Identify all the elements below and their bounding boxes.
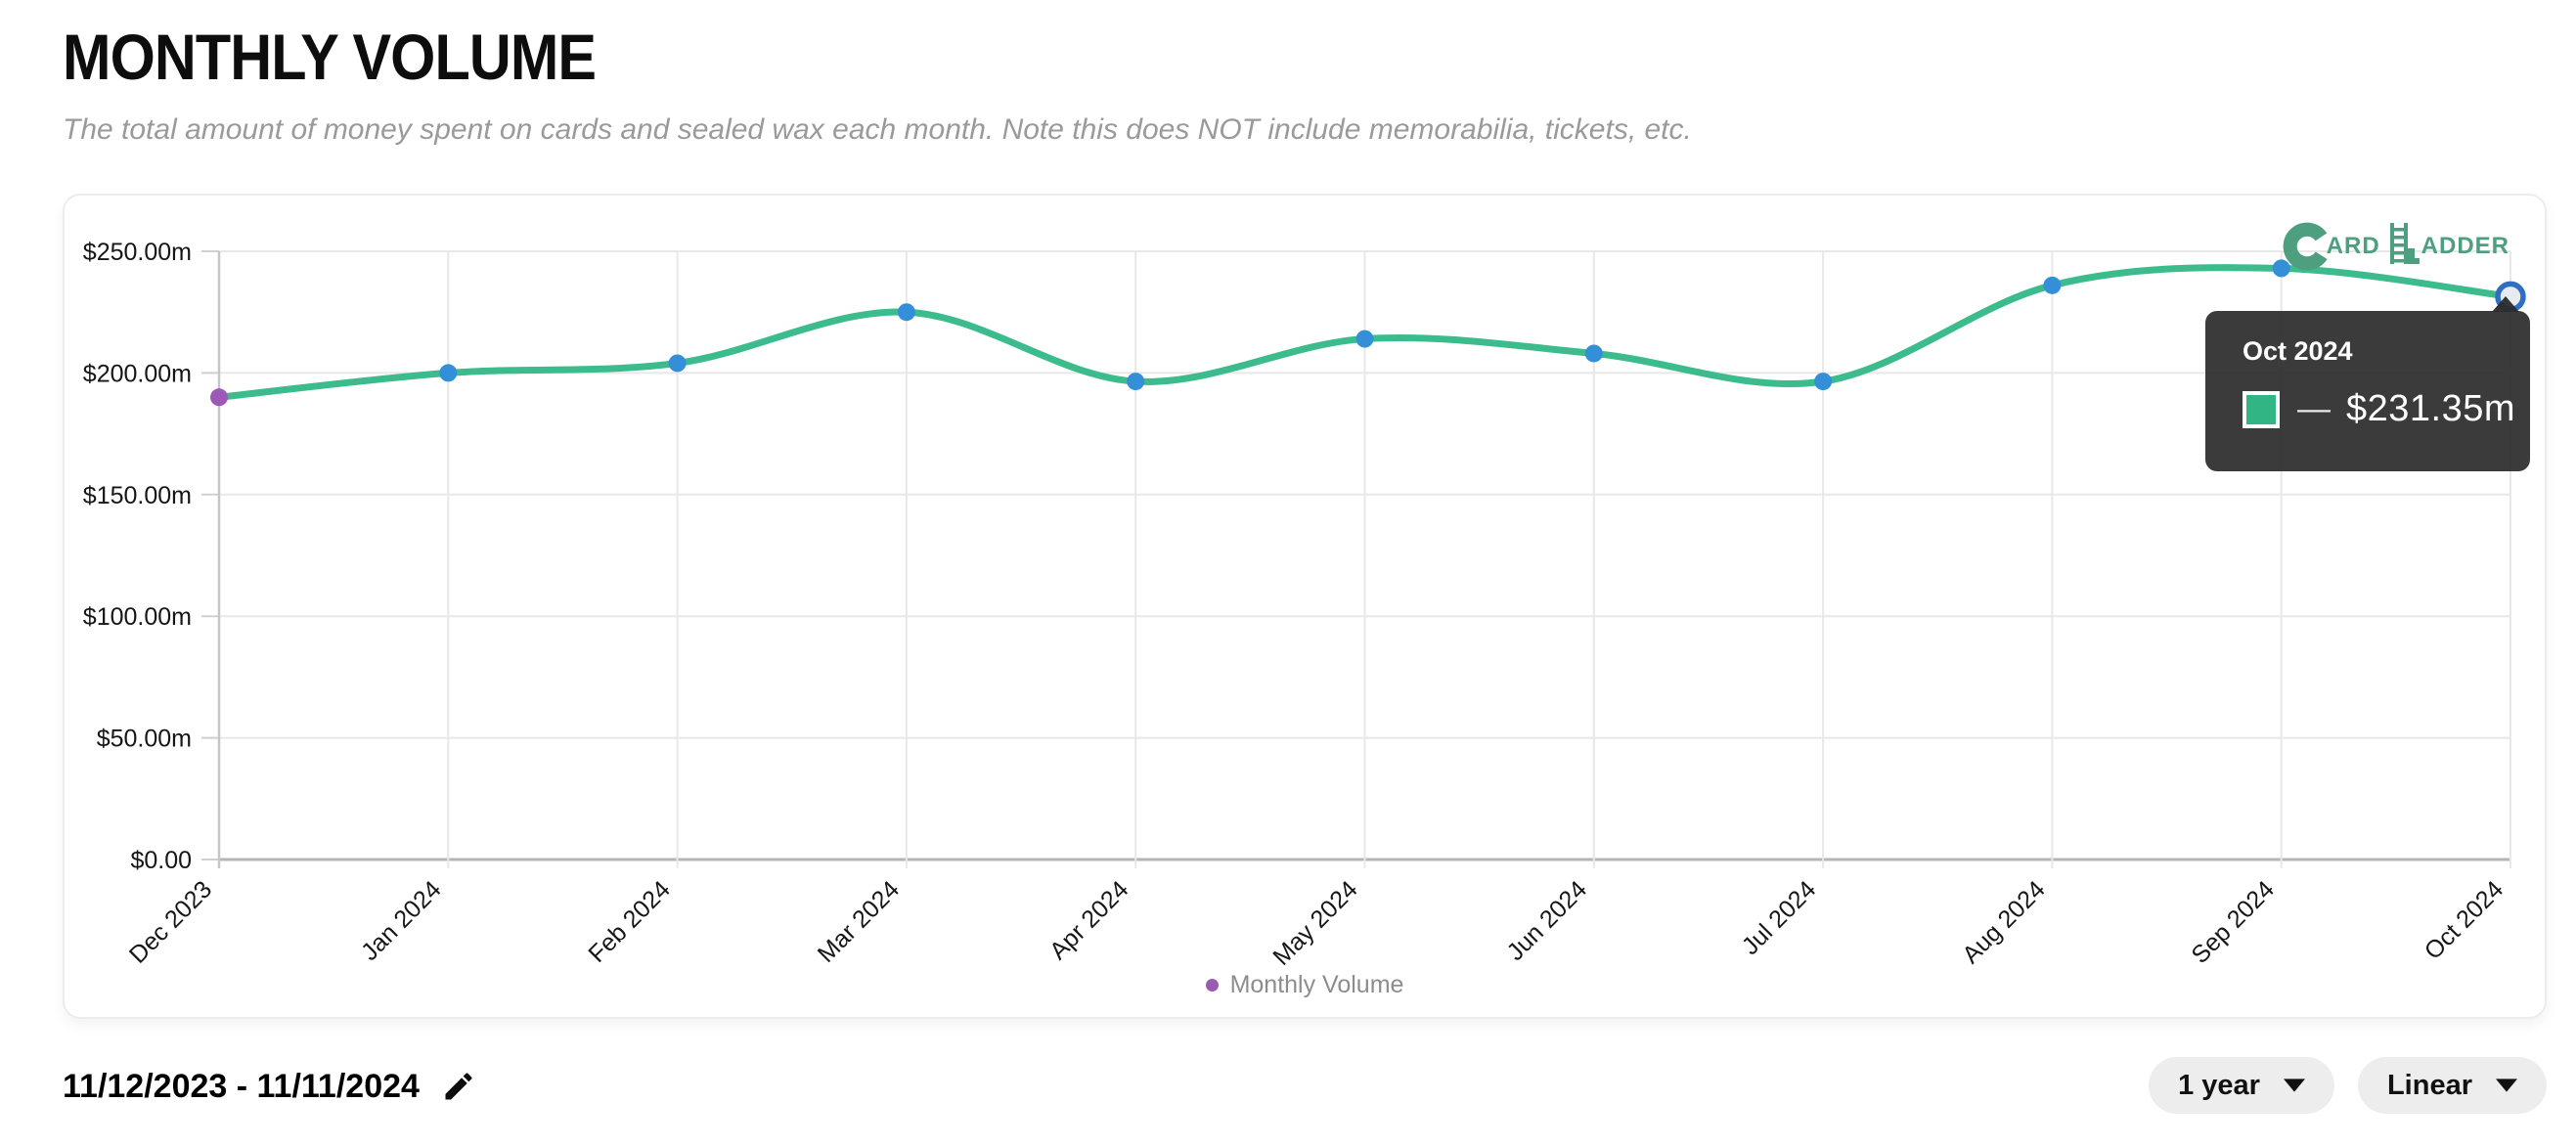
x-tick-label: Sep 2024 [2186,875,2280,969]
data-point[interactable] [668,354,687,373]
y-tick-label: $250.00m [83,239,192,266]
x-tick-label: May 2024 [1267,875,1363,971]
date-range-text: 11/12/2023 - 11/11/2024 [63,1067,420,1105]
scale-dropdown[interactable]: Linear [2357,1057,2547,1114]
x-tick-label: Mar 2024 [813,875,906,968]
tooltip-series-swatch [2243,390,2280,428]
tooltip-caret-icon [2492,296,2519,312]
chart-svg: $0.00 $50.00m $100.00m $150.00m $200.00m $250… [83,239,2526,971]
data-point[interactable] [1127,373,1145,391]
data-point[interactable] [1584,344,1603,363]
x-tick-label: Dec 2023 [124,875,217,968]
tooltip-title: Oct 2024 [2243,336,2353,366]
data-point[interactable] [439,364,458,382]
y-tick-label: $0.00 [130,847,192,874]
x-tick-label: Apr 2024 [1044,875,1134,965]
page-subtitle: The total amount of money spent on cards… [63,113,1692,146]
date-range-bar: 11/12/2023 - 11/11/2024 [63,1058,478,1115]
cardladder-logo: ARD ADDER [2282,221,2509,272]
tooltip-dash: — [2297,390,2331,427]
y-tick-label: $100.00m [83,603,192,631]
cardladder-c-icon [2283,222,2332,271]
x-tick-label: Jul 2024 [1737,875,1822,960]
chart-tooltip: Oct 2024 — $231.35m [2205,296,2530,471]
page-title: MONTHLY VOLUME [63,21,597,93]
legend-bullet-icon [1205,979,1219,992]
chart-controls: 1 year Linear [2149,1057,2547,1114]
logo-text-adder: ADDER [2421,233,2509,259]
data-point[interactable] [2272,259,2290,278]
ladder-icon [2389,223,2420,264]
tooltip-value: $231.35m [2346,388,2516,429]
chart-card: $0.00 $50.00m $100.00m $150.00m $200.00m $250… [63,194,2547,1019]
edit-date-range-button[interactable] [439,1067,478,1106]
x-tick-label: Oct 2024 [2420,875,2509,965]
data-point[interactable] [2043,276,2062,294]
logo-text-ard: ARD [2326,233,2380,259]
x-tick-label: Jan 2024 [356,875,447,966]
period-dropdown-label: 1 year [2178,1069,2260,1101]
x-tick-label: Jun 2024 [1502,875,1593,966]
legend-label: Monthly Volume [1229,971,1404,998]
y-tick-label: $50.00m [97,726,192,753]
data-point[interactable] [210,388,228,407]
chart-legend-item[interactable]: Monthly Volume [65,971,2545,999]
pencil-icon [445,1073,472,1100]
chevron-down-icon [2496,1079,2517,1092]
period-dropdown[interactable]: 1 year [2149,1057,2334,1114]
x-tick-label: Feb 2024 [583,875,676,968]
chevron-down-icon [2283,1079,2305,1092]
data-point[interactable] [1355,330,1374,348]
tooltip-row: — $231.35m [2243,388,2530,430]
scale-dropdown-label: Linear [2386,1069,2472,1101]
y-tick-label: $150.00m [83,482,192,509]
data-point[interactable] [1814,373,1833,391]
y-tick-label: $200.00m [83,360,192,387]
data-point[interactable] [897,303,915,322]
x-tick-label: Aug 2024 [1957,875,2051,969]
